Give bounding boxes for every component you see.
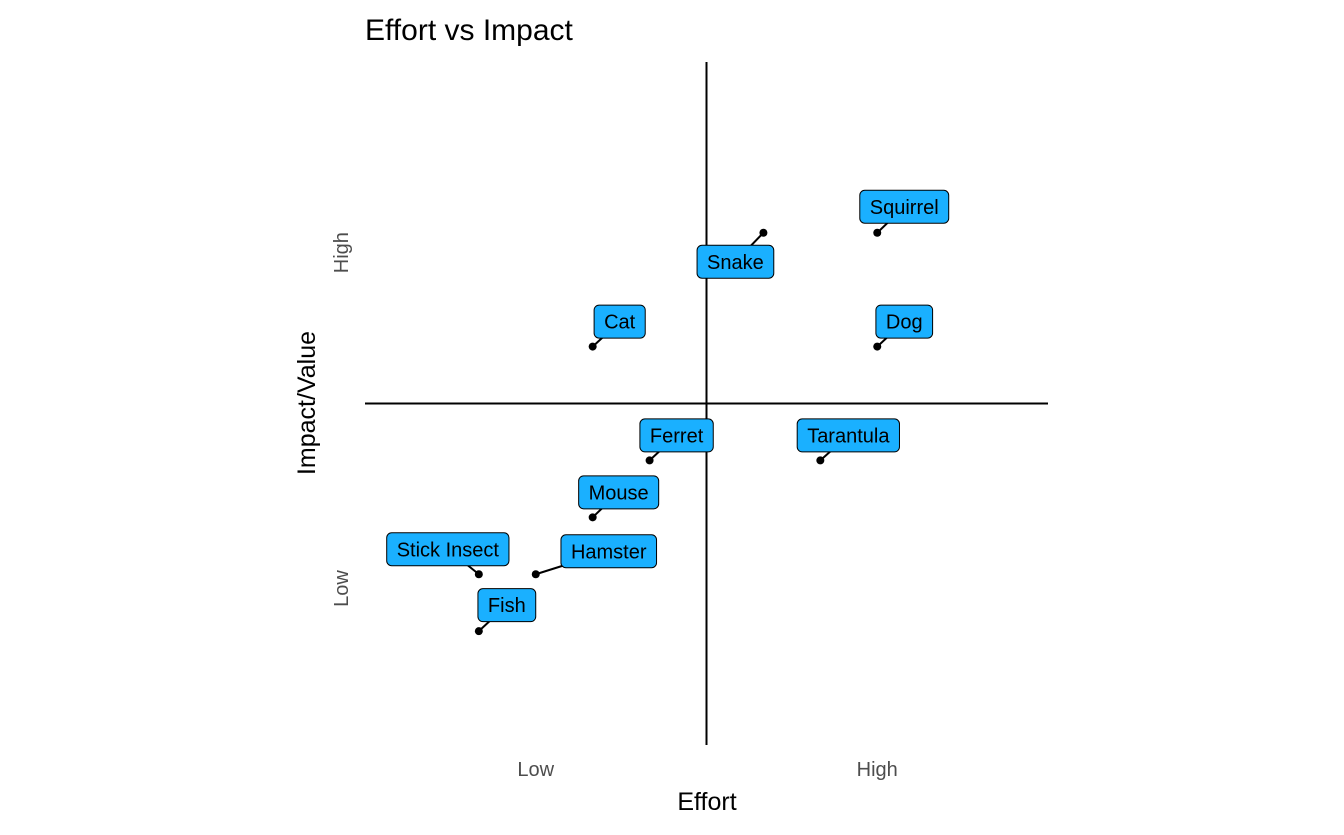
data-point-group: Cat [588,304,646,351]
data-point-group: Stick Insect [386,532,510,579]
point-label-box [796,418,900,453]
data-point [873,228,882,237]
point-label-box [386,532,510,567]
data-point [588,513,597,522]
data-point [816,456,825,465]
data-point-group: Tarantula [796,418,900,465]
data-point [474,627,483,636]
point-label: Snake [707,252,764,274]
data-point-group: Ferret [639,418,714,465]
x-tick-label: Low [517,759,554,781]
point-label: Mouse [589,482,649,504]
data-point [531,570,540,579]
point-label: Squirrel [870,197,939,219]
data-point-group: Mouse [578,475,660,522]
point-label: Fish [488,595,526,617]
chart-title: Effort vs Impact [365,14,574,47]
y-tick-label: Low [331,570,353,607]
data-point [474,570,483,579]
point-label-box [560,534,658,569]
point-label: Stick Insect [397,539,500,561]
x-tick-label: High [857,759,898,781]
y-axis-label: Impact/Value [293,331,321,475]
point-label: Ferret [650,425,704,447]
y-tick-label: High [331,232,353,273]
point-label: Tarantula [807,425,890,447]
point-label-box [696,244,775,279]
point-label-box [578,475,660,510]
data-point [759,228,768,237]
data-point [588,342,597,351]
data-point-group: Fish [474,588,537,636]
data-point-group: Snake [696,228,775,279]
data-point-group: Dog [873,304,934,351]
data-point [873,342,882,351]
point-label-box [477,588,537,623]
point-label: Cat [604,312,636,334]
point-label: Hamster [571,541,647,563]
point-label-box [639,418,714,453]
point-label-box [875,304,934,339]
point-label-box [859,189,950,224]
data-point [645,456,654,465]
x-axis-label: Effort [677,788,736,816]
data-point-group: Hamster [531,534,658,579]
data-point-group: Squirrel [859,189,950,237]
point-label: Dog [886,312,923,334]
point-label-box [593,304,646,339]
